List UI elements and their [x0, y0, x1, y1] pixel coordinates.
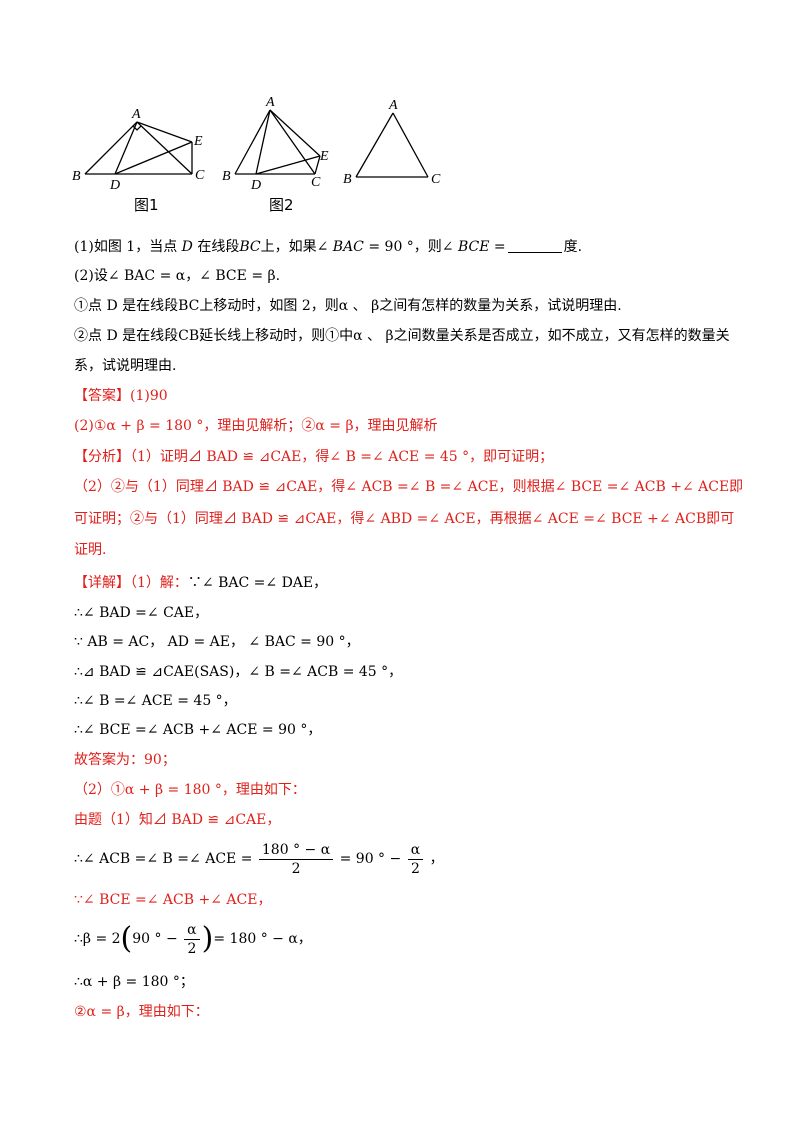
- analysis-line-2: （2）②与（1）同理⊿ BAD ≌ ⊿CAE，得∠ ACB =∠ B =∠ AC…: [74, 479, 744, 495]
- fig1-label-A: A: [131, 107, 141, 122]
- figure-3: [355, 112, 429, 178]
- detail-line-13: ∴α + β = 180 °；: [74, 974, 194, 990]
- fig1-label-B: B: [72, 169, 81, 184]
- analysis-line-4: 证明.: [74, 542, 107, 558]
- detail-line-5: ∴∠ B =∠ ACE = 45 °，: [74, 693, 237, 709]
- question-2: (2)设∠ BAC = α，∠ BCE = β.: [74, 268, 281, 284]
- detail-line-14: ②α = β，理由如下：: [74, 1004, 209, 1020]
- fig1-label-E: E: [193, 134, 203, 149]
- question-1: (1)如图 1，当点 D 在线段BC上，如果∠ BAC = 90 °，则∠ BC…: [74, 238, 583, 255]
- detail-line-12: ∴β = 2(90 ° − α 2)= 180 ° − α，: [74, 921, 312, 958]
- detail-line-8: （2）①α + β = 180 °，理由如下：: [74, 782, 306, 798]
- detail-line-1: 【详解】（1）解：∵∠ BAC =∠ DAE，: [74, 575, 328, 591]
- fig2-label-D: D: [250, 178, 261, 193]
- fig2-caption: 图2: [269, 196, 294, 214]
- fig2-label-E: E: [319, 149, 329, 164]
- fig3-label-A: A: [388, 98, 398, 113]
- question-2b-line-2: 系，试说明理由.: [74, 358, 177, 374]
- fig1-label-C: C: [195, 168, 205, 183]
- answer-blank: [507, 238, 562, 253]
- fig2-label-C: C: [311, 175, 321, 190]
- fig3-label-C: C: [431, 172, 441, 187]
- detail-line-7: 故答案为：90；: [74, 752, 176, 768]
- fig2-label-A: A: [265, 95, 275, 110]
- fig2-label-B: B: [222, 169, 231, 184]
- geometry-figures: A B C D E A B C D E A B C: [72, 95, 441, 193]
- detail-line-3: ∵ AB = AC， AD = AE， ∠ BAC = 90 °，: [74, 634, 360, 650]
- analysis-line-1: 【分析】（1）证明⊿ BAD ≌ ⊿CAE，得∠ B =∠ ACE = 45 °…: [74, 449, 554, 465]
- detail-line-11: ∵∠ BCE =∠ ACB +∠ ACE，: [74, 892, 272, 908]
- question-2a: ①点 D 是在线段BC上移动时，如图 2，则α 、 β之间有怎样的数量为关系，试…: [74, 298, 622, 314]
- figure-2: [234, 109, 321, 175]
- detail-line-4: ∴⊿ BAD ≌ ⊿CAE(SAS)，∠ B =∠ ACB = 45 °，: [74, 664, 403, 680]
- analysis-line-3: 可证明；②与（1）同理⊿ BAD ≌ ⊿CAE，得∠ ABD =∠ ACE，再根…: [74, 511, 735, 527]
- fig3-label-B: B: [343, 172, 352, 187]
- question-2b-line-1: ②点 D 是在线段CB延长线上移动时，则①中α 、 β之间数量关系是否成立，如不…: [74, 328, 730, 344]
- answer-label: 【答案】(1)90: [74, 388, 168, 404]
- detail-line-9: 由题（1）知⊿ BAD ≌ ⊿CAE，: [74, 812, 281, 828]
- answer-line-2: (2)①α + β = 180 °，理由见解析；②α = β，理由见解析: [74, 418, 438, 434]
- figure-1: [84, 121, 193, 175]
- detail-line-6: ∴∠ BCE =∠ ACB +∠ ACE = 90 °，: [74, 722, 322, 738]
- fig1-caption: 图1: [134, 196, 159, 214]
- detail-line-2: ∴∠ BAD =∠ CAE，: [74, 605, 209, 621]
- fig1-label-D: D: [109, 178, 120, 193]
